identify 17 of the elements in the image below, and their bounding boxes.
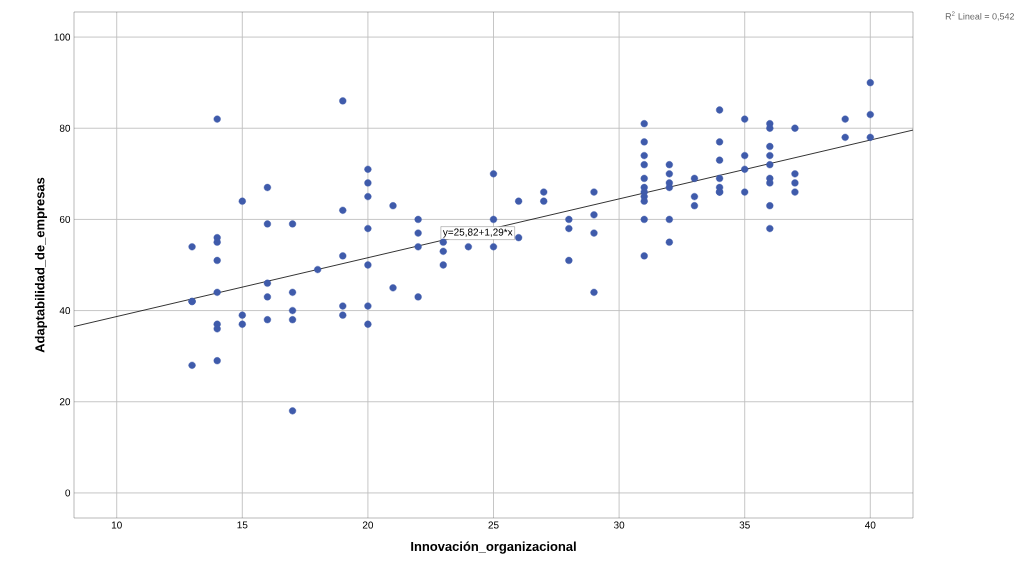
y-tick-label: 80 — [59, 124, 71, 132]
y-tick-label: 100 — [54, 33, 71, 41]
x-tick-label: 35 — [739, 521, 750, 529]
x-tick-label: 25 — [488, 521, 499, 529]
y-tick-label: 40 — [59, 307, 71, 315]
x-tick-label: 10 — [111, 521, 122, 529]
annotation: y=25,82+1,29*x — [442, 228, 513, 238]
x-tick-label: 15 — [237, 521, 248, 529]
x-tick-label: 40 — [865, 521, 876, 529]
x-tick-label: 30 — [613, 521, 625, 529]
y-axis-title: Adaptabilidad_de_empresas — [34, 177, 48, 353]
text: R$^{2}$ Lineal = 0,542 — [945, 11, 1015, 21]
y-tick-label: 60 — [59, 215, 71, 223]
x-axis-title: Innovación_organizacional — [411, 541, 576, 554]
y-tick-label: 20 — [59, 398, 71, 406]
y-tick-label: 0 — [65, 489, 71, 497]
x-tick-label: 20 — [362, 521, 374, 529]
